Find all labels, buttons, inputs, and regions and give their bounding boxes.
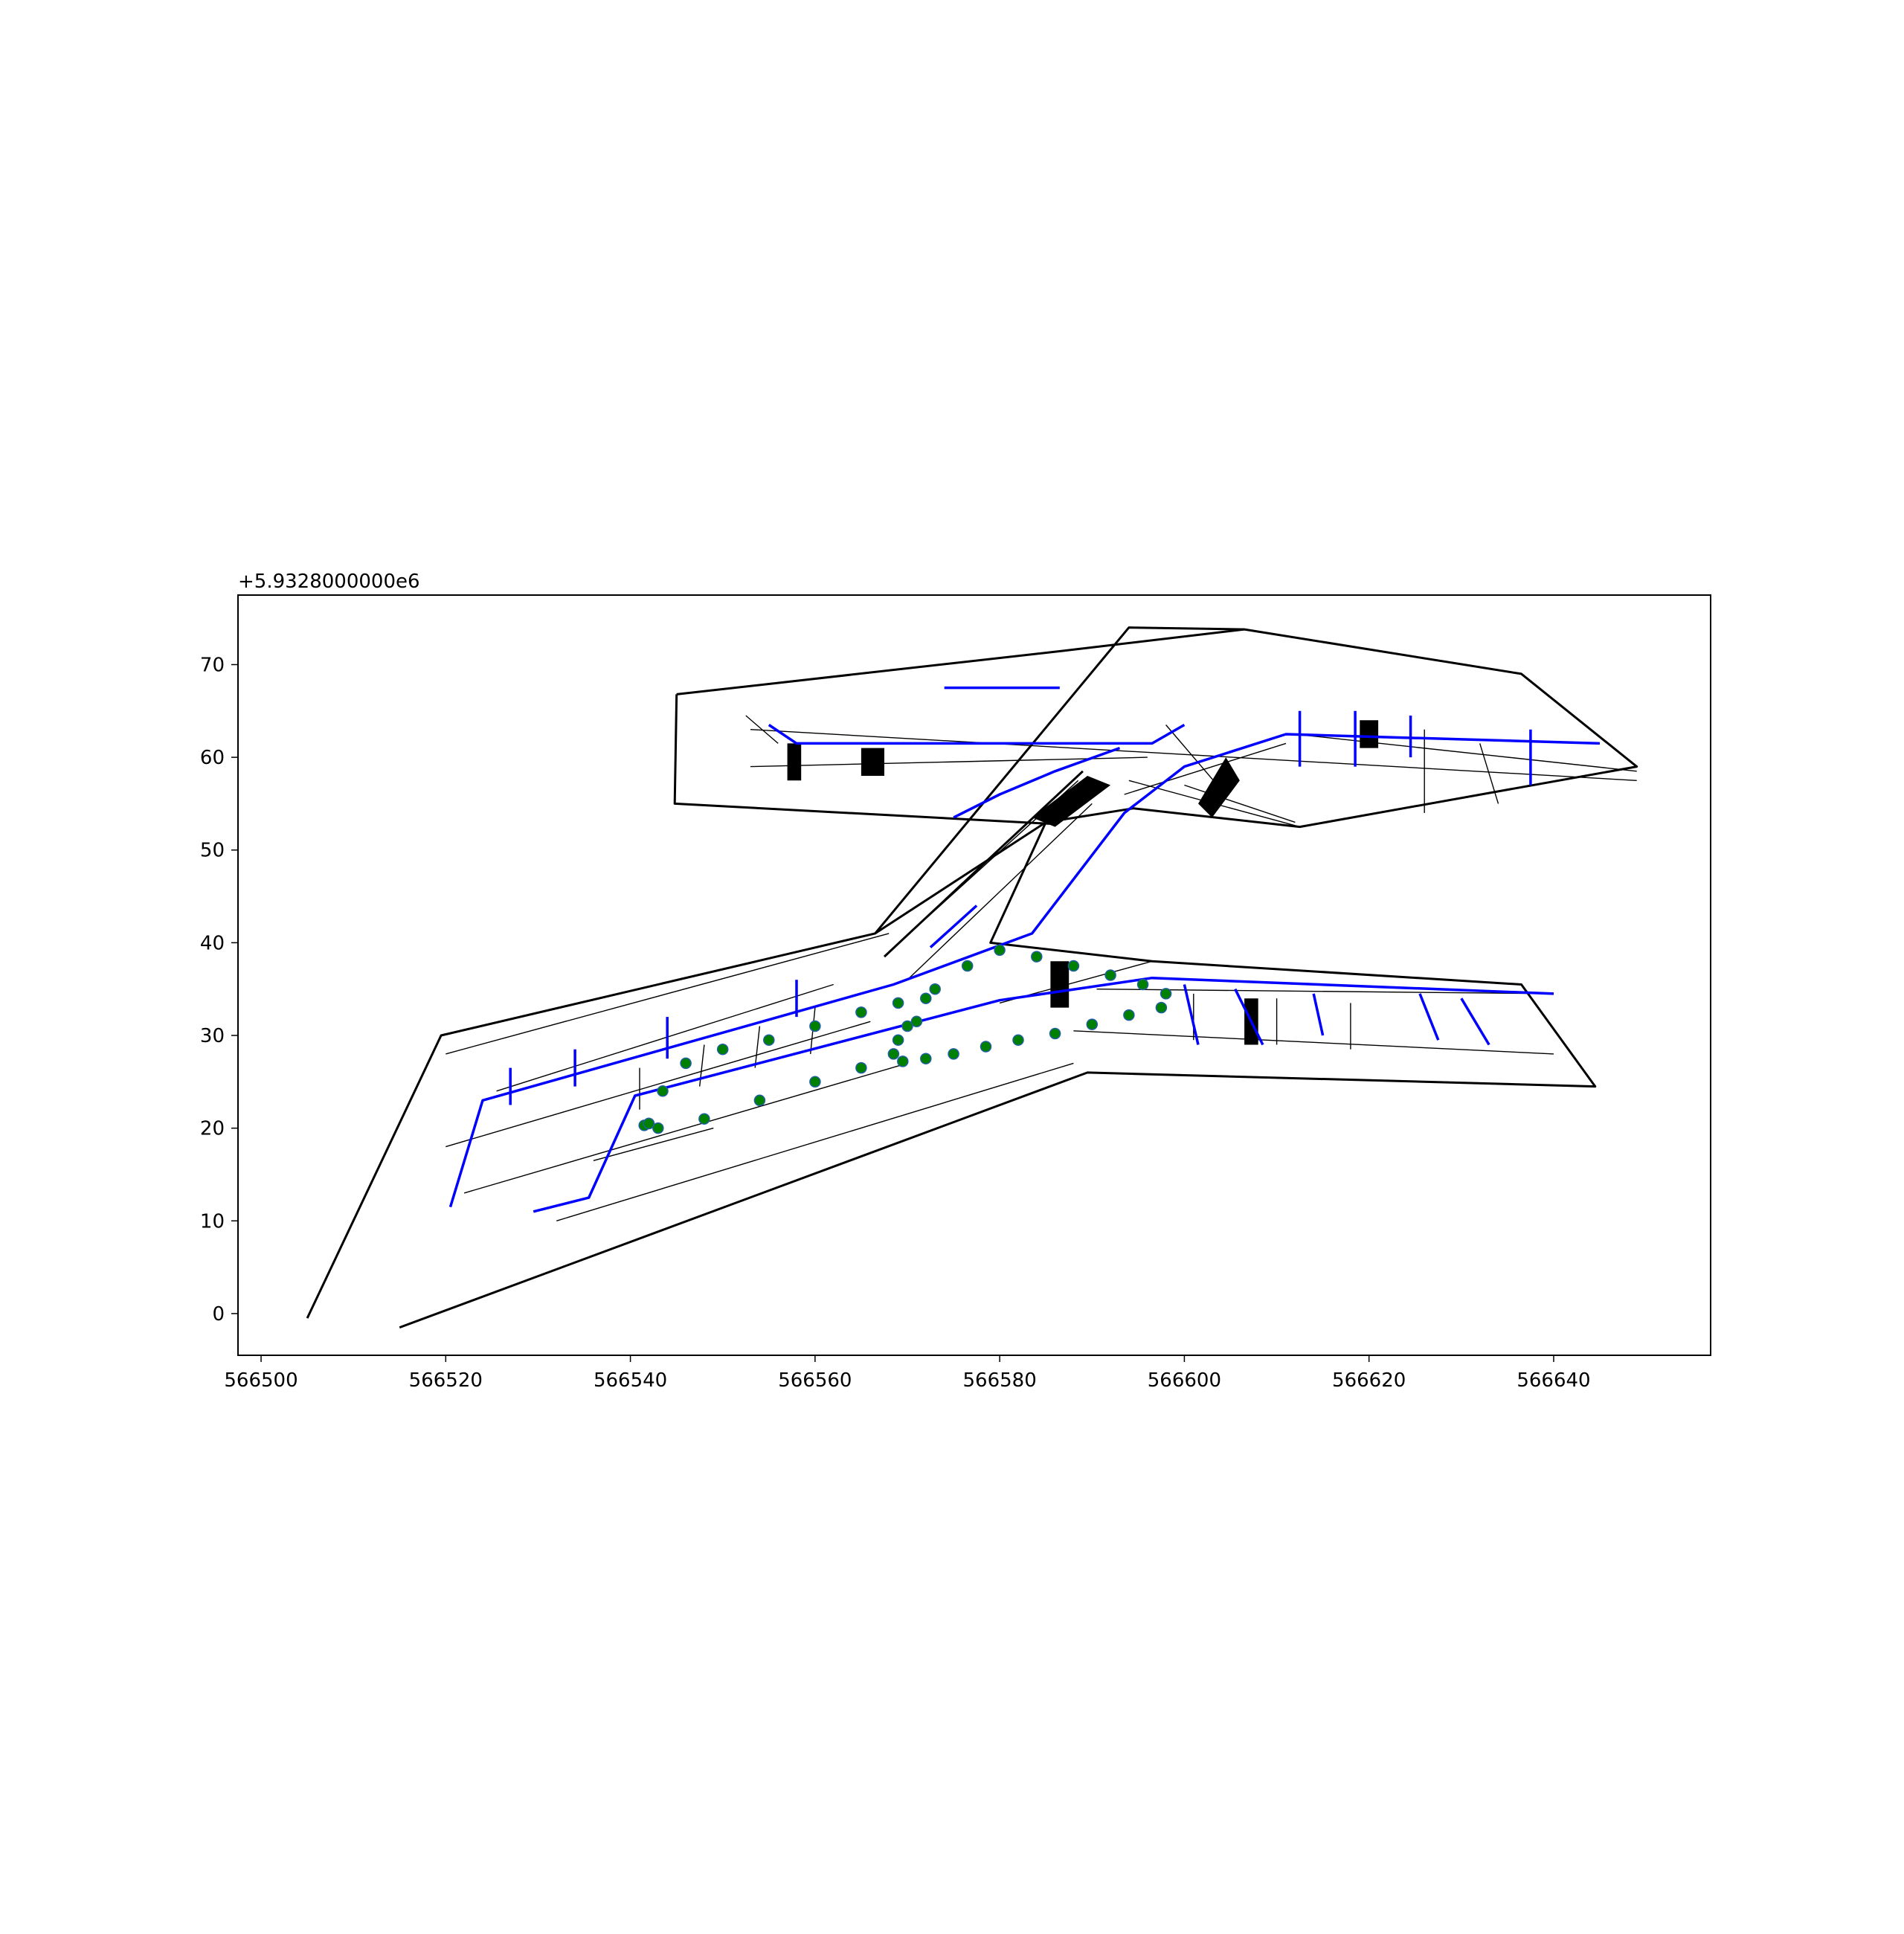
network-path-2: [768, 723, 1186, 745]
y-tick-label: 20: [200, 1118, 225, 1140]
wall-line-20: [1479, 743, 1499, 804]
network-path-10: [1183, 984, 1200, 1045]
x-tick-label: 566640: [1517, 1369, 1590, 1392]
trajectory-point: [1136, 978, 1149, 991]
dark-block-4: [1360, 720, 1379, 748]
trajectory-point: [1104, 969, 1116, 981]
wall-line-3: [463, 1062, 908, 1194]
wall-line-23: [754, 1026, 761, 1068]
trajectory-point: [892, 1034, 904, 1046]
x-axis: 566500 566520 566540 566560 566580 566600 5666…: [224, 1355, 1591, 1392]
x-tick-label: 566560: [778, 1369, 852, 1392]
trajectory-point: [1086, 1018, 1099, 1030]
trajectory-point: [910, 1015, 923, 1028]
y-axis: 0 10 20 30 40 50 60 70: [200, 654, 238, 1326]
trajectory-point: [1012, 1034, 1024, 1046]
trajectory-point: [652, 1122, 664, 1134]
trajectory-point: [680, 1057, 692, 1070]
trajectory-point: [1160, 988, 1172, 1000]
trajectory-point: [855, 1006, 867, 1018]
trajectory-point: [1049, 1027, 1061, 1040]
network-path-9: [929, 905, 978, 948]
network-path-14: [1460, 997, 1490, 1046]
wall-line-9: [1096, 988, 1554, 995]
y-tick-label: 50: [200, 840, 225, 862]
wall-line-16: [1184, 784, 1296, 823]
building-outline-2: [673, 694, 1055, 826]
wall-line-0: [446, 933, 890, 1055]
y-tick-label: 0: [212, 1303, 225, 1326]
trajectory-point: [716, 1043, 729, 1056]
wall-line-15: [1165, 725, 1222, 791]
trajectory-point: [920, 992, 932, 1004]
trajectory-point: [643, 1117, 655, 1130]
plot-area: [306, 626, 1638, 1329]
wall-line-5: [593, 1127, 714, 1161]
y-tick-label: 60: [200, 747, 225, 769]
trajectory-point: [1155, 1001, 1168, 1014]
building-outline-3: [874, 821, 1047, 935]
trajectory-point: [855, 1061, 867, 1074]
x-tick-label: 566540: [594, 1369, 667, 1392]
trajectory-point: [892, 997, 904, 1009]
wall-line-14: [750, 756, 1148, 768]
x-tick-label: 566500: [224, 1369, 298, 1392]
y-tick-label: 40: [200, 932, 225, 954]
trajectory-point: [980, 1041, 992, 1053]
network-path-11: [1234, 988, 1264, 1046]
wall-line-13: [745, 715, 779, 744]
wall-line-11: [1124, 742, 1287, 795]
network-path-0: [533, 976, 1554, 1213]
x-tick-label: 566580: [963, 1369, 1037, 1392]
trajectory-point: [1123, 1009, 1135, 1021]
trajectory-point: [887, 1048, 900, 1060]
dark-block-2: [1032, 776, 1111, 827]
network-path-13: [1418, 993, 1440, 1041]
axes-frame: [237, 594, 1711, 1356]
trajectory-point: [994, 944, 1006, 957]
dark-block-5: [1050, 961, 1070, 1008]
y-tick-label: 10: [200, 1210, 225, 1233]
x-tick-label: 566600: [1148, 1369, 1221, 1392]
trajectory-point: [961, 960, 974, 972]
trajectory-point: [948, 1048, 959, 1060]
dark-block-0: [787, 743, 802, 781]
trajectory-point: [753, 1094, 766, 1107]
wall-line-10: [1073, 1030, 1554, 1055]
trajectory-point: [657, 1085, 669, 1097]
building-outline-0: [306, 626, 1638, 1329]
x-tick-label: 566520: [409, 1369, 483, 1392]
x-tick-label: 566620: [1332, 1369, 1406, 1392]
y-tick-label: 30: [200, 1025, 225, 1047]
trajectory-point: [698, 1113, 710, 1125]
trajectory-point: [1067, 960, 1080, 972]
trajectory-point: [920, 1053, 932, 1064]
trajectory-point: [763, 1034, 775, 1046]
trajectory-point: [897, 1056, 909, 1067]
wall-line-2: [446, 1021, 871, 1148]
trajectory-point: [1031, 951, 1043, 963]
wall-line-1: [496, 983, 834, 1092]
dark-block-1: [861, 748, 884, 776]
trajectory-point: [809, 1020, 821, 1032]
network-path-1: [448, 733, 1601, 1208]
wall-line-7: [907, 803, 1093, 980]
y-offset-label: +5.9328000000e6: [238, 571, 420, 593]
wall-line-4: [556, 1062, 1074, 1221]
network-path-4: [953, 746, 1121, 819]
trajectory-point: [809, 1076, 821, 1088]
y-tick-label: 70: [200, 654, 225, 676]
trajectory-point: [901, 1020, 913, 1032]
wall-line-17: [1295, 733, 1637, 772]
network-path-12: [1312, 993, 1325, 1036]
trajectory-point: [929, 983, 941, 995]
building-outline-1: [676, 628, 1245, 695]
building-outline-4: [883, 770, 1084, 958]
